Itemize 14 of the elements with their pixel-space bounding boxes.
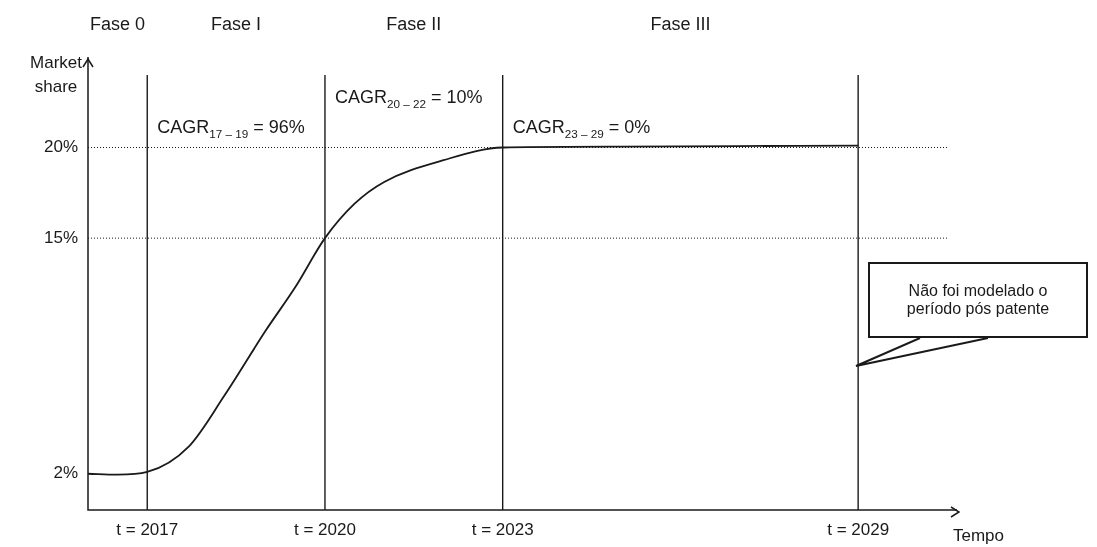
text: Fase I: [211, 14, 262, 34]
y-tick-label: 2%: [53, 463, 78, 483]
y-tick-label: 20%: [43, 137, 78, 157]
x-tick-label: t = 2023: [471, 520, 534, 540]
x-tick-label: t = 2020: [294, 520, 356, 540]
annotation: Não foi modelado o período pós patente: [868, 262, 1088, 338]
x-tick-label: t = 2029: [827, 520, 890, 540]
text: Fase 0: [90, 14, 146, 34]
y-axis-title: Market share: [30, 52, 83, 96]
text: Fase III: [650, 14, 711, 34]
y-tick-label: 15%: [43, 227, 78, 247]
x-axis-title: Tempo: [953, 526, 1005, 546]
x-tick-label: t = 2017: [116, 520, 179, 540]
text: Fase II: [386, 14, 442, 34]
